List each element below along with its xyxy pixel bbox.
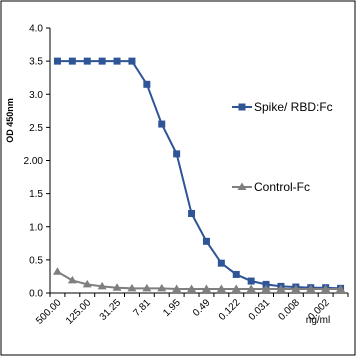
data-point-triangle bbox=[187, 284, 197, 293]
data-point-square bbox=[232, 270, 240, 278]
data-point-triangle bbox=[67, 275, 77, 284]
data-point-square bbox=[262, 280, 270, 288]
data-point-triangle bbox=[306, 284, 316, 293]
legend-marker-triangle bbox=[237, 182, 247, 190]
data-point-triangle bbox=[276, 284, 286, 293]
data-point-triangle bbox=[97, 281, 107, 290]
data-point-square bbox=[247, 277, 255, 285]
data-point-triangle bbox=[157, 283, 167, 292]
data-point-square bbox=[113, 57, 121, 65]
data-point-triangle bbox=[291, 284, 301, 293]
data-point-square bbox=[217, 259, 225, 267]
legend-label: Control-Fc bbox=[254, 180, 310, 194]
data-point-triangle bbox=[52, 267, 62, 275]
data-point-triangle bbox=[201, 284, 211, 293]
data-point-square bbox=[173, 150, 181, 158]
legend: Spike/ RBD:Fc Control-Fc bbox=[232, 100, 333, 194]
y-tick-label: 3.0 bbox=[29, 90, 43, 101]
data-point-square bbox=[143, 80, 151, 88]
data-point-square bbox=[158, 120, 166, 128]
data-point-triangle bbox=[216, 284, 226, 293]
data-point-triangle bbox=[261, 284, 271, 293]
y-tick-label: 2.00 bbox=[24, 156, 44, 167]
data-point-square bbox=[83, 57, 91, 65]
data-point-triangle bbox=[142, 283, 152, 292]
y-tick-label: 1.5 bbox=[29, 189, 43, 200]
y-axis-title: OD 450nm bbox=[5, 98, 15, 143]
series-layer bbox=[52, 57, 346, 293]
data-point-square bbox=[68, 57, 76, 65]
data-point-triangle bbox=[231, 284, 241, 293]
data-point-square bbox=[98, 57, 106, 65]
data-point-square bbox=[188, 210, 196, 217]
y-tick-label: 0.0 bbox=[29, 289, 43, 300]
data-point-square bbox=[53, 57, 61, 65]
data-point-square bbox=[128, 57, 136, 65]
data-point-triangle bbox=[246, 284, 256, 293]
y-tick-label: 3.5 bbox=[29, 57, 43, 68]
y-tick-label: 0.5 bbox=[29, 255, 43, 266]
x-axis-title: ng/ml bbox=[306, 315, 330, 326]
data-point-triangle bbox=[321, 284, 331, 293]
y-tick-label: 4.0 bbox=[29, 24, 43, 35]
data-point-triangle bbox=[172, 284, 182, 293]
data-point-square bbox=[202, 237, 210, 245]
legend-marker-square bbox=[238, 103, 246, 111]
data-point-triangle bbox=[336, 284, 346, 293]
data-point-triangle bbox=[127, 283, 137, 292]
data-point-triangle bbox=[82, 279, 92, 288]
series-control-fc bbox=[52, 267, 346, 293]
y-tick-label: 1.0 bbox=[29, 222, 43, 233]
y-tick-label: 2.5 bbox=[29, 123, 43, 134]
data-point-triangle bbox=[112, 283, 122, 291]
legend-label: Spike/ RBD:Fc bbox=[254, 100, 333, 114]
